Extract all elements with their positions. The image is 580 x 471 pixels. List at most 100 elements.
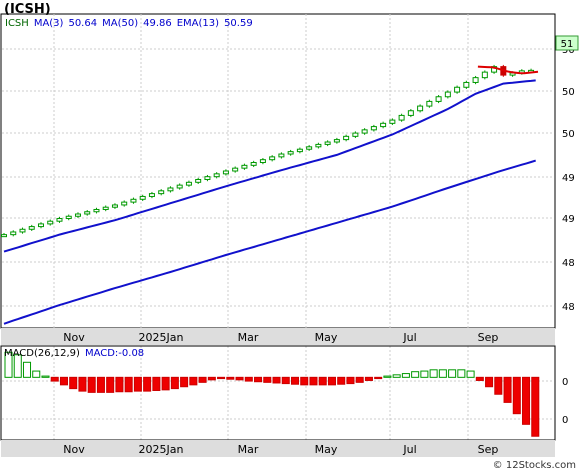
macd-bar xyxy=(50,376,59,382)
candle-body xyxy=(435,96,442,102)
macd-bar xyxy=(272,376,281,384)
macd-bar xyxy=(364,376,373,381)
candle-body xyxy=(417,105,424,112)
macd-bar xyxy=(235,376,244,381)
legend-entry: MACD(26,12,9) xyxy=(4,348,80,359)
ma50-line xyxy=(3,159,536,325)
candle-body xyxy=(324,141,331,145)
candle-body xyxy=(222,170,229,175)
macd-axis-ticks: 00 xyxy=(562,377,568,426)
macd-bar xyxy=(411,371,420,378)
candle-body xyxy=(148,193,155,197)
candle-body xyxy=(111,204,118,208)
macd-bar xyxy=(383,375,392,378)
candle-body xyxy=(84,211,91,215)
macd-bar xyxy=(226,376,235,380)
candle-body xyxy=(361,129,368,134)
macd-bar xyxy=(457,369,466,378)
macd-bar xyxy=(78,376,87,392)
candle-body xyxy=(28,226,35,230)
candle-body xyxy=(74,213,81,217)
price-panel-grid xyxy=(2,48,554,307)
legend-entry: MA(3) xyxy=(34,18,64,29)
candle-body xyxy=(343,135,350,141)
price-tick-label: 50 xyxy=(562,87,575,98)
macd-bar xyxy=(309,376,318,386)
candle-body xyxy=(315,143,322,148)
candle-body xyxy=(37,223,44,228)
legend-entry: 50.59 xyxy=(224,18,253,29)
macd-bar xyxy=(87,376,96,393)
legend-entry: EMA(13) xyxy=(177,18,219,29)
candle-body xyxy=(333,139,340,143)
chart-title: (ICSH) xyxy=(4,2,51,17)
macd-bar xyxy=(32,370,41,378)
price-tick-label: 48 xyxy=(562,258,575,269)
candle-body xyxy=(213,173,220,178)
macd-bar xyxy=(13,354,22,378)
candle-body xyxy=(167,187,174,192)
macd-bar xyxy=(503,376,512,403)
price-tick-label: 49 xyxy=(562,214,575,225)
candle-body xyxy=(1,234,7,238)
macd-bar xyxy=(346,376,355,385)
macd-bar xyxy=(207,376,216,381)
price-tick-label: 48 xyxy=(562,302,575,313)
macd-bar xyxy=(198,376,207,383)
last-price-label: 51 xyxy=(561,39,574,50)
candle-body xyxy=(185,181,192,186)
macd-bar xyxy=(355,376,364,383)
candle-body xyxy=(269,156,276,161)
candle-body xyxy=(472,77,479,83)
macd-bar xyxy=(217,376,226,380)
candle-body xyxy=(398,114,405,121)
macd-bar xyxy=(337,376,346,385)
macd-legend: MACD(26,12,9) MACD:-0.08 xyxy=(4,348,144,359)
macd-bar xyxy=(281,376,290,385)
macd-bar xyxy=(429,369,438,378)
macd-bar xyxy=(143,376,152,392)
macd-bar xyxy=(327,376,336,386)
candle-body xyxy=(241,164,248,169)
macd-bar xyxy=(263,376,272,383)
x-tick-label: Jul xyxy=(402,331,416,344)
candle-body xyxy=(481,71,488,79)
candle-body xyxy=(65,215,72,220)
macd-bar xyxy=(401,373,410,378)
macd-bar xyxy=(466,370,475,378)
macd-bar xyxy=(290,376,300,385)
candle-body xyxy=(444,91,451,98)
candle-body xyxy=(195,178,202,183)
x-axis-labels-top: Nov 2025Jan Mar May Jul Sep xyxy=(63,331,498,344)
macd-bar xyxy=(180,376,189,388)
x-axis-labels-bottom: Nov 2025Jan Mar May Jul Sep xyxy=(63,443,498,456)
ema13-line xyxy=(3,79,536,253)
candle-body xyxy=(130,198,137,203)
candlestick-series xyxy=(1,64,535,238)
candle-body xyxy=(426,100,433,107)
last-price-tag: 51 xyxy=(555,35,579,51)
macd-bar xyxy=(318,376,327,386)
candle-body xyxy=(56,218,63,222)
macd-bar xyxy=(448,369,457,378)
x-tick-label: Sep xyxy=(478,443,499,456)
macd-bar xyxy=(420,370,429,378)
x-axis-band-bottom xyxy=(1,440,555,457)
legend-entry: MACD:-0.08 xyxy=(85,348,144,359)
x-tick-label: Jul xyxy=(402,443,416,456)
candle-body xyxy=(102,206,109,210)
macd-bar xyxy=(124,376,133,393)
candle-body xyxy=(454,86,461,93)
price-tick-label: 49 xyxy=(562,173,575,184)
x-tick-label: Mar xyxy=(238,331,259,344)
candle-body xyxy=(204,176,211,180)
legend-entry: MA(50) xyxy=(102,18,138,29)
macd-bar xyxy=(438,369,447,378)
macd-bar xyxy=(392,374,401,378)
legend-entry: 50.64 xyxy=(68,18,97,29)
candle-body xyxy=(158,190,165,195)
x-tick-label: May xyxy=(315,331,338,344)
macd-bar xyxy=(69,376,78,390)
candle-body xyxy=(121,201,128,206)
